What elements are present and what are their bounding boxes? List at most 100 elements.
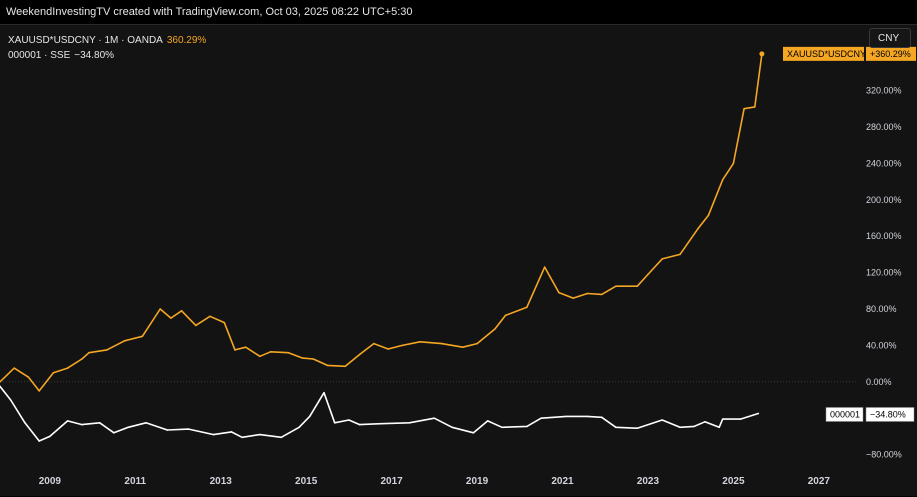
data-point [81, 358, 83, 360]
data-point [88, 351, 90, 354]
data-point [106, 349, 108, 351]
data-point [504, 314, 507, 317]
data-point [333, 421, 336, 424]
data-point [326, 364, 329, 367]
data-point [49, 435, 51, 438]
data-point [24, 421, 26, 424]
data-point [98, 421, 101, 424]
x-tick-label: 2019 [466, 476, 489, 487]
data-point [358, 353, 361, 356]
last-value-labels: XAUUSD*USDCNY +360.29% 000001 −34.80% [759, 46, 916, 422]
data-point [451, 426, 453, 429]
last-value-badge-text: −34.80% [870, 409, 906, 419]
data-point [718, 426, 720, 429]
data-point [159, 308, 162, 310]
y-tick-label: 320.00% [866, 86, 902, 96]
data-point [0, 381, 1, 383]
data-point [476, 342, 478, 345]
chart-area[interactable]: 320.00% 280.00% 240.00% 200.00% 160.00% 120.0… [0, 24, 917, 496]
data-point [433, 417, 436, 420]
y-tick-label: 0.00% [866, 377, 892, 387]
data-point [721, 418, 724, 420]
last-point-marker [759, 51, 765, 57]
data-point [540, 417, 542, 420]
data-point [419, 340, 421, 343]
data-point [661, 258, 663, 260]
series-name-badge-text: XAUUSD*USDCNY [787, 49, 866, 59]
data-point [127, 426, 129, 429]
legend-series1-label: XAUUSD*USDCNY · 1M · OANDA [8, 35, 163, 46]
series-name-badge [825, 407, 864, 422]
series-lines [0, 53, 858, 442]
data-point [647, 273, 649, 276]
data-point [323, 391, 325, 394]
data-point [234, 349, 236, 351]
data-point [195, 324, 197, 327]
data-point [757, 412, 760, 415]
data-point [636, 285, 639, 288]
data-point [380, 422, 382, 425]
data-point [696, 228, 699, 230]
y-tick-label: 280.00% [866, 122, 902, 132]
data-point [308, 415, 311, 418]
data-point [269, 350, 272, 353]
data-point [259, 433, 261, 436]
data-point [462, 346, 464, 349]
y-tick-label: 40.00% [866, 340, 897, 350]
x-tick-label: 2015 [295, 476, 318, 487]
data-point [615, 285, 617, 288]
data-point [636, 427, 639, 430]
data-point [66, 367, 69, 369]
y-tick-label: 200.00% [866, 195, 902, 205]
data-point [0, 385, 1, 388]
data-point [170, 317, 172, 319]
data-point [38, 390, 40, 392]
data-point [679, 253, 681, 256]
data-point [615, 426, 617, 429]
data-point [113, 431, 115, 434]
data-point [472, 431, 475, 434]
data-point [739, 418, 742, 420]
y-tick-label: 120.00% [866, 268, 902, 278]
data-point [526, 306, 528, 308]
data-point [280, 436, 283, 439]
data-point [373, 342, 375, 345]
y-tick-label: 160.00% [866, 231, 902, 241]
last-value-badge-text: +360.29% [870, 49, 911, 59]
data-point [123, 340, 126, 342]
data-point [344, 365, 347, 368]
data-point [298, 426, 300, 429]
y-axis-ticks: 320.00% 280.00% 240.00% 200.00% 160.00% 120.0… [866, 86, 902, 460]
last-value-badge [866, 46, 916, 61]
data-point [180, 310, 183, 312]
currency-button[interactable]: CNY [869, 28, 911, 48]
data-point [526, 425, 528, 428]
legend-series2-value: −34.80% [74, 50, 115, 61]
legend-row-gold[interactable]: XAUUSD*USDCNY · 1M · OANDA 360.29% [8, 33, 206, 48]
y-tick-label: 240.00% [866, 158, 902, 168]
x-tick-label: 2027 [808, 476, 831, 487]
data-point [13, 367, 16, 369]
data-point [401, 344, 404, 347]
data-point [27, 376, 30, 379]
legend-series1-value: 360.29% [166, 35, 207, 46]
data-point [287, 351, 290, 354]
data-point [408, 421, 411, 424]
data-point [38, 440, 40, 442]
data-point [707, 214, 710, 217]
data-point [543, 266, 546, 268]
x-tick-label: 2009 [39, 476, 62, 487]
series-line-xauusd-usdcny[interactable] [0, 53, 763, 392]
x-tick-label: 2023 [637, 476, 660, 487]
data-point [558, 291, 560, 294]
chart-svg[interactable]: 320.00% 280.00% 240.00% 200.00% 160.00% 120.0… [0, 25, 917, 497]
data-point [600, 293, 603, 296]
data-point [81, 423, 83, 426]
x-tick-label: 2021 [551, 476, 574, 487]
data-point [9, 399, 12, 401]
data-point [572, 297, 574, 299]
legend-row-sse[interactable]: 000001 · SSE −34.80% [8, 48, 206, 63]
x-tick-label: 2017 [380, 476, 403, 487]
series-line-sse-000001[interactable] [0, 385, 759, 442]
data-point [732, 162, 735, 165]
